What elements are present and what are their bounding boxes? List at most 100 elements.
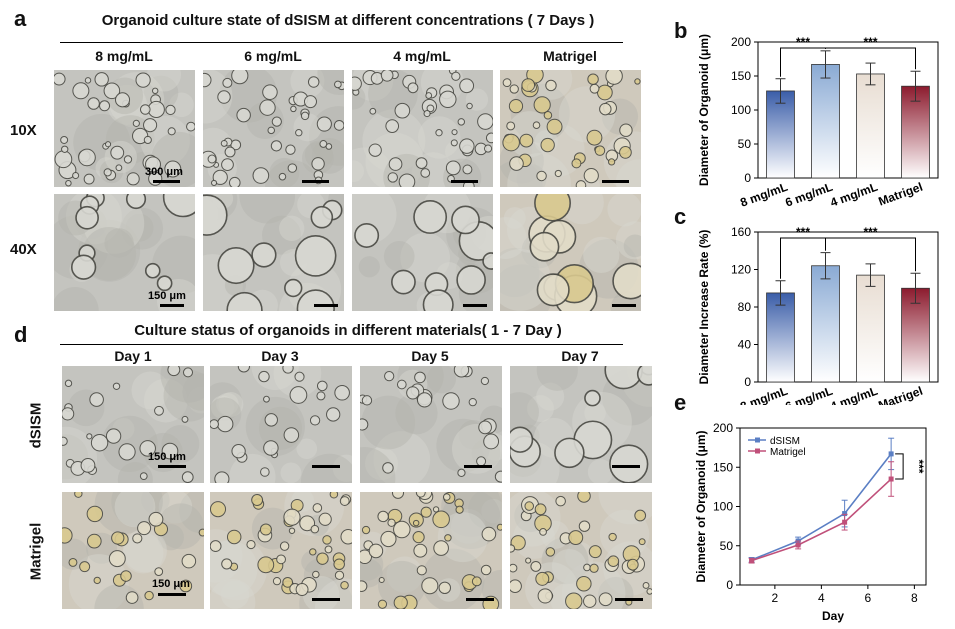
organoid-blob xyxy=(368,543,384,559)
organoid-blob xyxy=(312,570,320,579)
organoid-blob xyxy=(222,77,233,88)
micrograph-shade xyxy=(623,234,641,258)
organoid-blob xyxy=(422,289,454,311)
organoid-blob xyxy=(181,553,197,569)
micrograph-a-10x-8mg xyxy=(54,70,195,187)
organoid-blob xyxy=(162,194,195,218)
organoid-blob xyxy=(278,172,287,181)
significance-bracket xyxy=(825,47,916,70)
organoid-blob xyxy=(143,135,152,145)
micrograph-shade xyxy=(500,217,527,259)
organoid-blob xyxy=(433,540,449,556)
organoid-blob xyxy=(72,172,80,180)
x-tick-label: 6 mg/mL xyxy=(783,384,834,405)
x-tick-label: 2 xyxy=(772,591,779,605)
plot-frame xyxy=(739,427,927,586)
organoid-blob xyxy=(510,544,516,553)
micrograph-shade xyxy=(280,462,302,483)
micrograph-shade xyxy=(220,580,250,609)
organoid-blob xyxy=(450,139,458,147)
organoid-blob xyxy=(120,570,132,582)
micrograph-shade xyxy=(400,232,450,283)
significance-label: *** xyxy=(912,459,926,473)
organoid-blob xyxy=(333,558,345,570)
organoid-blob xyxy=(368,143,382,157)
organoid-blob xyxy=(259,99,276,116)
x-tick-label: 6 xyxy=(865,591,872,605)
organoid-blob xyxy=(93,576,101,585)
organoid-blob xyxy=(586,129,603,146)
organoid-blob xyxy=(221,158,234,172)
micrograph-d-matrigel-day1 xyxy=(62,492,204,609)
y-tick-label: 80 xyxy=(738,300,752,314)
organoid-blob xyxy=(62,407,75,421)
y-tick-label: 160 xyxy=(731,225,751,239)
y-tick-label: 150 xyxy=(713,460,733,474)
organoid-blob xyxy=(264,413,278,427)
organoid-blob xyxy=(259,523,272,536)
organoid-blob xyxy=(135,72,151,88)
x-tick-label: 6 mg/mL xyxy=(783,180,834,210)
organoid-blob xyxy=(283,508,301,526)
organoid-blob xyxy=(210,501,227,518)
organoid-blob xyxy=(110,145,125,160)
micrograph-shade xyxy=(279,215,305,241)
organoid-blob xyxy=(619,123,633,137)
micrograph-shade xyxy=(560,194,604,225)
organoid-blob xyxy=(483,144,493,153)
x-tick-label: 8 xyxy=(911,591,918,605)
organoid-blob xyxy=(154,405,164,416)
organoid-blob xyxy=(62,527,73,544)
scale-bar xyxy=(314,304,338,307)
organoid-blob xyxy=(535,571,550,586)
micrograph-d-matrigel-day7 xyxy=(510,492,652,609)
organoid-blob xyxy=(217,415,234,433)
organoid-blob xyxy=(455,505,464,514)
organoid-blob xyxy=(612,262,641,300)
micrograph-shade xyxy=(603,131,641,187)
data-point xyxy=(888,451,894,457)
organoid-blob xyxy=(471,576,482,587)
organoid-blob xyxy=(231,444,246,459)
significance-label: *** xyxy=(863,35,877,49)
micrograph-a-40x-4mg xyxy=(352,194,493,311)
micrograph-shade xyxy=(216,392,239,416)
y-tick-label: 150 xyxy=(731,69,751,83)
organoid-blob xyxy=(326,407,341,422)
organoid-blob xyxy=(413,200,448,234)
organoid-blob xyxy=(583,594,597,608)
scale-bar xyxy=(158,593,186,596)
organoid-blob xyxy=(181,471,194,483)
organoid-blob xyxy=(510,579,522,593)
organoid-blob xyxy=(279,541,290,551)
organoid-blob xyxy=(316,116,332,132)
panel-a-row-40x: 40X xyxy=(10,241,37,258)
micrograph-shade xyxy=(262,215,302,255)
micrograph-shade xyxy=(352,160,365,183)
organoid-blob xyxy=(607,555,620,567)
organoid-blob xyxy=(423,109,431,118)
micrograph-shade xyxy=(210,538,268,601)
organoid-blob xyxy=(105,428,122,444)
organoid-blob xyxy=(72,82,90,100)
micrograph-shade xyxy=(179,492,204,534)
organoid-blob xyxy=(272,576,282,586)
organoid-blob xyxy=(290,105,297,113)
scale-bar xyxy=(312,598,340,601)
organoid-blob xyxy=(445,160,461,176)
organoid-blob xyxy=(494,470,502,483)
significance-label: *** xyxy=(796,225,810,239)
micrograph-shade xyxy=(157,503,204,550)
organoid-blob xyxy=(565,592,583,609)
organoid-blob xyxy=(435,129,443,137)
panel-d-col-day5: Day 5 xyxy=(411,348,449,364)
organoid-blob xyxy=(61,145,69,153)
panel-a-col-6: 6 mg/mL xyxy=(244,48,302,64)
organoid-blob xyxy=(608,532,617,542)
data-point xyxy=(842,511,848,517)
micrograph-shade xyxy=(510,392,539,433)
organoid-blob xyxy=(87,97,100,110)
organoid-blob xyxy=(502,78,512,88)
organoid-blob xyxy=(420,168,431,178)
organoid-blob xyxy=(510,426,534,453)
